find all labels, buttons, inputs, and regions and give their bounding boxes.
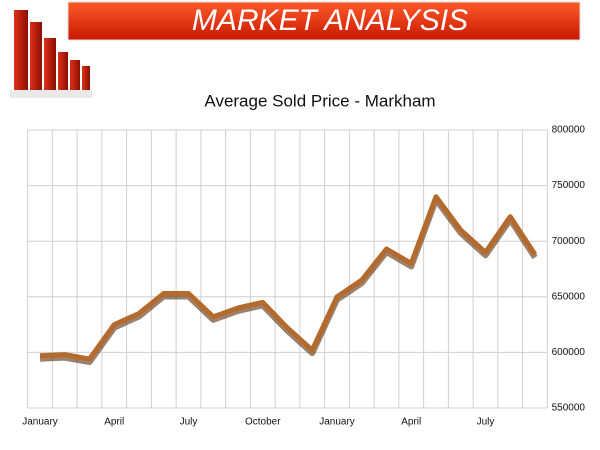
x-tick-label: April [104,417,124,428]
banner [67,1,581,41]
y-tick-label: 750000 [552,180,586,191]
y-tick-label: 800000 [552,125,586,136]
y-tick-label: 550000 [552,403,586,414]
banner-title: MARKET ANALYSIS [192,4,468,37]
chart-title: Average Sold Price - Markham [204,91,435,110]
x-tick-label: October [245,417,281,428]
y-tick-label: 650000 [552,291,586,302]
logo-icon [10,10,92,98]
x-tick-label: April [401,417,421,428]
line-shadow [39,196,538,366]
x-tick-label: January [22,417,58,428]
data-line [39,194,538,362]
y-tick-label: 700000 [552,236,586,247]
y-tick-label: 600000 [552,347,586,358]
x-tick-label: January [319,417,355,428]
x-tick-label: July [180,417,198,428]
x-tick-label: July [477,417,495,428]
